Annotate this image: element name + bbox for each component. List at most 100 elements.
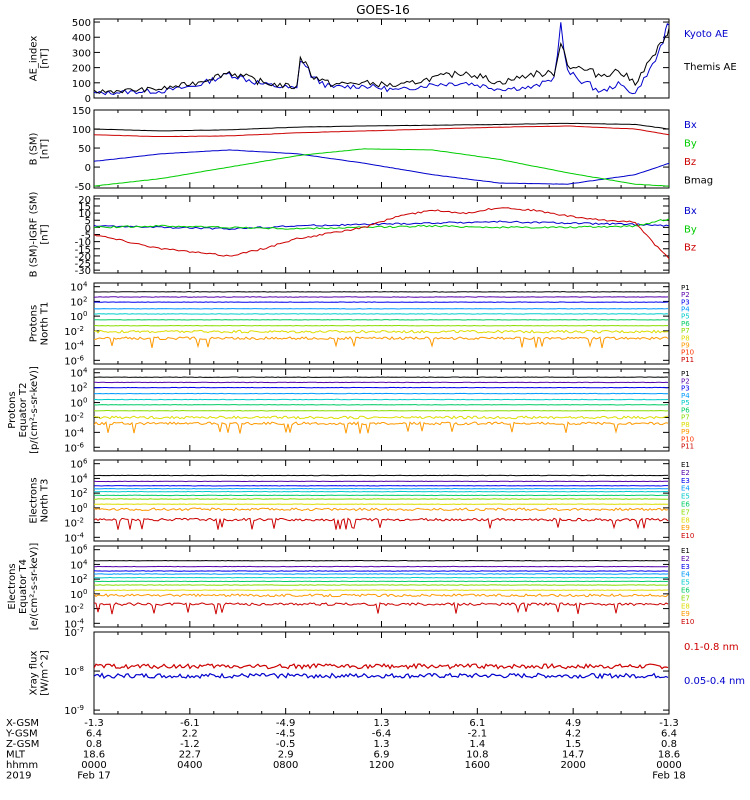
x-row-value: 4.2	[565, 729, 581, 740]
x-row-label: Y-GSM	[5, 729, 38, 740]
series-line	[94, 336, 669, 349]
y-tick-label: 104	[70, 367, 88, 380]
y-tick-label: 102	[70, 382, 87, 395]
panel-frame	[93, 368, 670, 452]
legend-label: E2	[681, 555, 690, 563]
y-axis-label: Equator T4	[18, 559, 29, 614]
series-line	[94, 576, 669, 579]
y-tick-label: -10	[75, 238, 91, 249]
y-axis-label: [nT]	[40, 139, 51, 159]
x-row-value: 1200	[369, 760, 394, 771]
series-line	[94, 415, 669, 420]
series-line	[94, 480, 668, 483]
legend-label: P4	[681, 306, 690, 314]
legend-label: P1	[681, 370, 690, 378]
y-tick-label: 10	[78, 209, 91, 220]
y-tick-label: 10-4	[64, 340, 84, 353]
series-line	[94, 329, 669, 334]
panel-frame	[93, 282, 670, 365]
legend-label: Bz	[684, 157, 696, 168]
series-line	[94, 22, 669, 96]
y-tick-label: 104	[70, 472, 88, 485]
x-row-value: -0.5	[276, 739, 296, 750]
legend-label: E2	[681, 469, 690, 477]
x-row-value: 0400	[177, 760, 202, 771]
y-tick-label: -30	[75, 266, 91, 277]
x-row-value: 1.3	[374, 739, 390, 750]
x-row-value: -1.3	[659, 718, 679, 729]
legend-label: Bmag	[684, 176, 713, 187]
series-line	[94, 149, 669, 185]
legend-label: E4	[681, 485, 690, 493]
y-tick-label: -15	[75, 245, 91, 256]
y-tick-label: 300	[72, 48, 91, 59]
series-line	[94, 490, 668, 493]
x-row-value: -4.9	[276, 718, 296, 729]
legend-label: P5	[681, 399, 690, 407]
y-tick-label: 100	[72, 79, 91, 90]
y-tick-label: 10-7	[64, 626, 84, 639]
y-axis-label: B (SM)	[29, 132, 40, 165]
legend-label: Bx	[684, 120, 697, 131]
y-axis-label: North T3	[40, 479, 51, 523]
y-tick-label: 10-8	[64, 665, 84, 678]
y-axis-label: [nT]	[40, 48, 51, 68]
x-row-value: 2.2	[182, 729, 198, 740]
legend-label: P7	[681, 414, 690, 422]
legend-label: E10	[681, 532, 694, 540]
y-tick-label: 100	[70, 502, 87, 515]
panel-bsm: 150 100 50 0 -50 B (SM) [nT] Bx By Bz Bmag	[29, 106, 714, 193]
y-tick-label: 10-4	[64, 531, 84, 544]
y-tick-label: 0	[85, 94, 91, 105]
series-line	[94, 301, 669, 303]
x-row-value: 0800	[273, 760, 298, 771]
legend-label: E7	[681, 508, 690, 516]
legend-label: E9	[681, 524, 690, 532]
x-row-value: 4.9	[565, 718, 581, 729]
panel-xray: 10-7 10-8 10-9 Xray flux [W/m^2] 0.1-0.8 nm 0.…	[29, 626, 746, 717]
y-axis-label: [p/(cm²-s-sr-keV)]	[29, 366, 40, 454]
x-row-value: -6.4	[372, 729, 392, 740]
y-tick-label: 102	[70, 295, 87, 308]
panel-frame	[93, 631, 670, 715]
legend-label: By	[684, 139, 697, 150]
y-axis-label: Xray flux	[29, 651, 40, 696]
y-tick-label: 10-4	[64, 426, 84, 439]
x-row-value: 10.8	[466, 750, 488, 761]
y-tick-label: 102	[70, 487, 87, 500]
legend-label: Themis AE	[683, 62, 737, 73]
x-row-value: 6.4	[86, 729, 102, 740]
x-row-value: 22.7	[179, 750, 201, 761]
y-tick-label: 106	[70, 544, 88, 557]
y-tick-label: 500	[72, 18, 91, 29]
x-row-value: 18.6	[658, 750, 680, 761]
legend-label: P3	[681, 298, 690, 306]
x-row-value: -6.1	[180, 718, 200, 729]
x-row-value: 1.3	[374, 718, 390, 729]
y-axis-label: Protons	[29, 305, 40, 342]
legend-label: P11	[681, 443, 694, 451]
x-row-value: 2.9	[278, 750, 294, 761]
y-tick-label: 20	[78, 195, 91, 206]
y-tick-label: 104	[70, 281, 88, 294]
x-row-value: 6.4	[661, 729, 677, 740]
legend-label: E6	[681, 501, 690, 509]
x-row-value: 1.5	[565, 739, 581, 750]
y-tick-label: 100	[70, 310, 87, 323]
y-axis-label: [e/(cm²-s-sr-keV)]	[29, 543, 40, 631]
x-row-value: 2000	[560, 760, 585, 771]
x-row-value: -1.3	[84, 718, 104, 729]
series-line	[94, 220, 669, 231]
series-line	[94, 291, 669, 293]
series-line	[94, 601, 669, 615]
y-tick-label: -25	[75, 259, 91, 270]
panel-frame	[93, 545, 670, 628]
legend-label: Bx	[684, 206, 697, 217]
legend-label: E9	[681, 610, 690, 618]
y-axis-label: Protons	[7, 391, 18, 428]
